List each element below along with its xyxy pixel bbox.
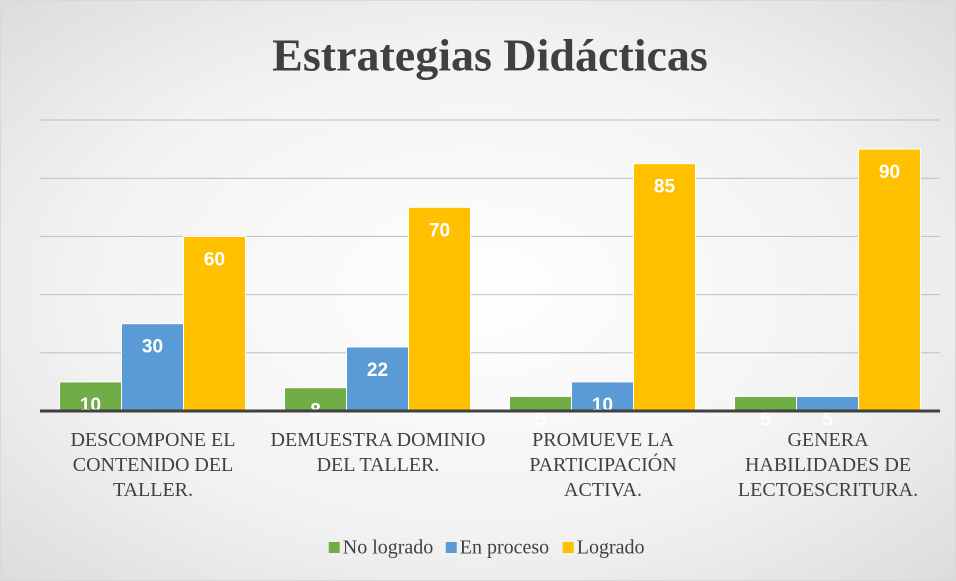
legend-label: Logrado (577, 537, 645, 559)
data-label: 10 (592, 395, 613, 416)
x-tick-label: DEMUESTRA DOMINIO DEL TALLER. (270, 429, 486, 476)
bar (408, 206, 471, 412)
bar (633, 163, 696, 412)
data-label: 70 (429, 220, 450, 241)
bar (346, 346, 409, 412)
bar (858, 148, 921, 412)
bar (183, 235, 246, 412)
data-label: 5 (535, 409, 546, 430)
data-label: 85 (654, 177, 676, 198)
bar (121, 323, 184, 412)
data-label: 22 (367, 360, 388, 381)
data-label: 90 (879, 162, 900, 183)
legend-swatch (562, 542, 574, 553)
data-label: 60 (204, 249, 225, 270)
data-label: 10 (80, 395, 101, 416)
x-tick-label: DESCOMPONE EL CONTENIDO DEL TALLER. (70, 429, 236, 501)
data-label: 5 (822, 409, 833, 430)
legend-swatch (445, 542, 457, 553)
legend-label: En proceso (460, 537, 549, 559)
x-tick-label: GENERA HABILIDADES DE LECTOESCRITURA. (737, 429, 919, 501)
legend-swatch (328, 542, 340, 553)
data-label: 5 (760, 409, 771, 430)
legend-label: No logrado (343, 537, 434, 559)
data-label: 30 (142, 337, 163, 358)
x-tick-label: PROMUEVE LA PARTICIPACIÓN ACTIVA. (529, 429, 677, 501)
chart-title: Estrategias Didácticas (272, 30, 708, 81)
